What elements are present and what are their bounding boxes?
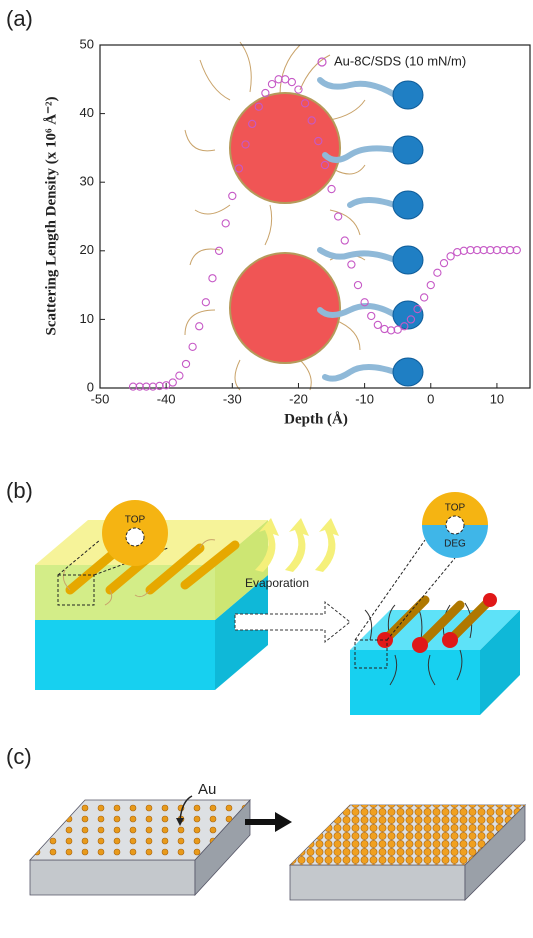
y-tick-label: 50 — [80, 36, 94, 51]
data-point — [454, 249, 461, 256]
circle-label: DEG — [444, 539, 466, 550]
data-point — [268, 81, 275, 88]
data-point — [295, 86, 302, 93]
diagram-b — [35, 492, 520, 715]
panel-label: (c) — [6, 744, 32, 769]
y-tick-label: 30 — [80, 174, 94, 189]
data-point — [189, 343, 196, 350]
data-point — [440, 260, 447, 267]
data-point — [374, 321, 381, 328]
data-point — [288, 78, 295, 85]
legend-label: Au-8C/SDS (10 mN/m) — [334, 53, 466, 68]
data-point — [209, 275, 216, 282]
cartoon — [185, 42, 423, 390]
data-point — [434, 269, 441, 276]
data-point — [447, 253, 454, 260]
data-point — [196, 323, 203, 330]
x-tick-label: -40 — [157, 391, 176, 406]
figure: (a) (b) (c) Depth (Å) Scattering Length … — [0, 0, 533, 938]
x-tick-label: 10 — [490, 391, 504, 406]
circle-label: TOP — [445, 503, 466, 514]
data-point — [421, 294, 428, 301]
data-point — [368, 312, 375, 319]
data-point — [182, 360, 189, 367]
x-axis-label: Depth (Å) — [284, 411, 348, 427]
data-point — [394, 326, 401, 333]
y-tick-label: 10 — [80, 311, 94, 326]
data-point — [229, 192, 236, 199]
x-tick-label: -10 — [355, 391, 374, 406]
data-point — [169, 379, 176, 386]
data-point — [176, 372, 183, 379]
data-point — [202, 299, 209, 306]
data-point — [460, 247, 467, 254]
data-point — [348, 261, 355, 268]
panel-label: (b) — [6, 478, 33, 503]
y-tick-label: 0 — [87, 379, 94, 394]
data-point — [387, 327, 394, 334]
data-point — [354, 282, 361, 289]
data-point — [335, 213, 342, 220]
x-tick-label: -30 — [223, 391, 242, 406]
x-tick-label: -20 — [289, 391, 308, 406]
data-point — [222, 220, 229, 227]
data-point — [215, 247, 222, 254]
diagram-c — [30, 796, 525, 900]
y-tick-label: 20 — [80, 242, 94, 257]
data-point — [381, 325, 388, 332]
panel-label: (a) — [6, 6, 33, 31]
particle-label: Au — [198, 781, 216, 798]
circle-label: TOP — [125, 515, 146, 526]
data-point — [328, 185, 335, 192]
y-tick-label: 40 — [80, 105, 94, 120]
data-point — [341, 237, 348, 244]
data-point — [427, 282, 434, 289]
arrow-label: Evaporation — [245, 576, 309, 590]
y-axis-label: Scattering Length Density (x 10⁶ Å⁻²) — [43, 97, 59, 336]
data-point — [262, 89, 269, 96]
x-tick-label: 0 — [427, 391, 434, 406]
